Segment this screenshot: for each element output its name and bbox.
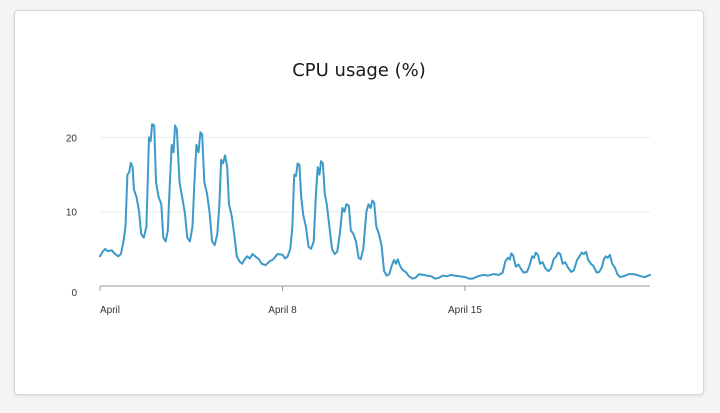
series-line-0 (99, 123, 651, 280)
x-tick-label-2: April 15 (448, 305, 482, 316)
chart-card: CPU usage (%) (14, 10, 704, 395)
x-tick-label-1: April 8 (268, 305, 297, 316)
y-tick-label-0: 0 (71, 288, 77, 299)
chart-title: CPU usage (%) (292, 60, 426, 81)
x-tick-label-0: April (100, 305, 120, 316)
y-tick-label-20: 20 (66, 133, 78, 144)
y-tick-label-10: 10 (66, 208, 78, 219)
